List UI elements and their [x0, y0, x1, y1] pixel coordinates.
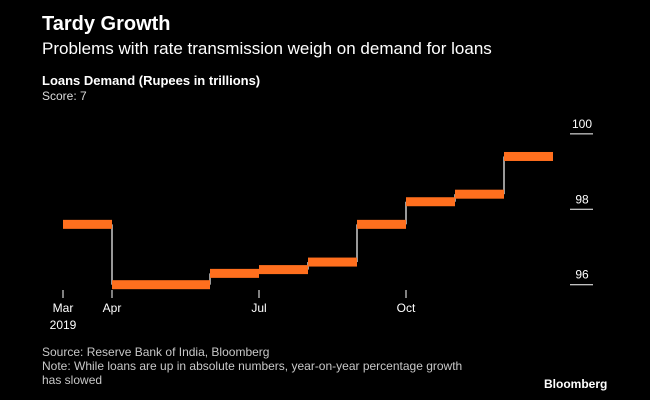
step-bar [357, 219, 406, 229]
footnote-line-1: Note: While loans are up in absolute num… [42, 359, 463, 373]
x-tick-label: Apr [103, 301, 122, 315]
step-bar [308, 257, 357, 267]
y-tick-label: 96 [575, 268, 589, 282]
step-bar [504, 151, 553, 161]
source-note: Source: Reserve Bank of India, Bloomberg [42, 345, 270, 359]
step-bar [406, 197, 455, 207]
x-tick-label: Oct [397, 301, 416, 315]
footnote-line-2: has slowed [42, 373, 103, 387]
y-tick-label: 100 [572, 117, 592, 131]
page-title: Tardy Growth [42, 13, 171, 35]
chart-title: Loans Demand (Rupees in trillions) [42, 73, 261, 88]
y-tick-label: 98 [575, 192, 589, 206]
x-tick-label: Jul [251, 301, 266, 315]
step-bar [112, 280, 161, 290]
x-tick-label: Mar [53, 301, 74, 315]
step-bar [63, 219, 112, 229]
step-bar [161, 280, 210, 290]
footnote: Note: While loans are up in absolute num… [42, 359, 462, 387]
page-subtitle: Problems with rate transmission weigh on… [42, 39, 492, 58]
step-bar [455, 189, 504, 199]
bloomberg-logo: Bloomberg [544, 377, 608, 391]
x-tick-year-label: 2019 [50, 318, 77, 332]
step-bar [259, 265, 308, 275]
step-bar [210, 268, 259, 278]
chart-subtitle: Score: 7 [42, 89, 87, 103]
